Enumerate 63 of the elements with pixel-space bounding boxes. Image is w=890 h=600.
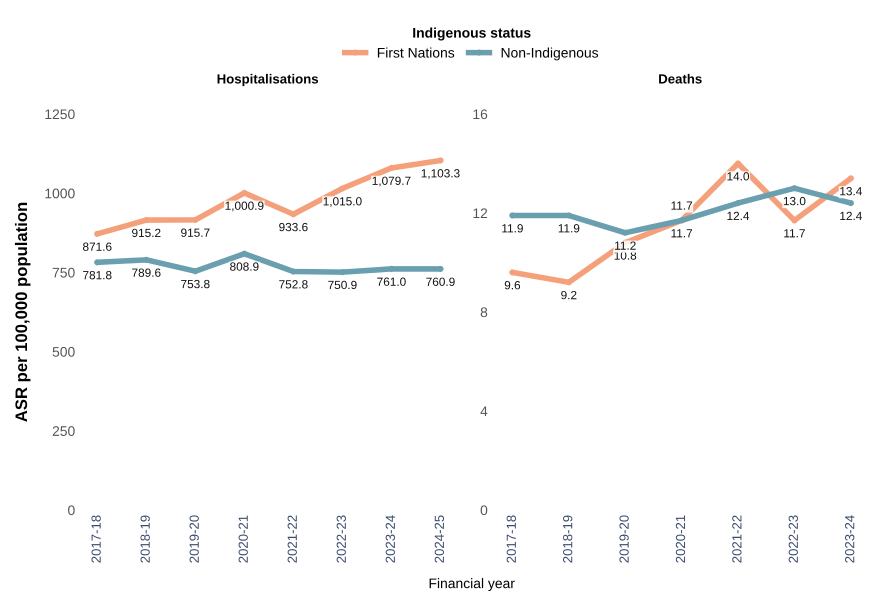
y-tick-label: 500 xyxy=(52,346,75,357)
x-tick-label: 2021-22 xyxy=(288,516,297,563)
legend-title: Indigenous status xyxy=(413,28,531,41)
data-label: 750.9 xyxy=(328,280,357,290)
legend-label: Non-Indigenous xyxy=(502,47,598,60)
data-label: 13.0 xyxy=(784,196,806,206)
x-tick-label: 2019-20 xyxy=(190,515,199,563)
data-label: 753.8 xyxy=(181,280,210,288)
data-label: 12.4 xyxy=(727,212,750,220)
y-tick-label: 0 xyxy=(480,505,488,516)
data-label: 1,000.9 xyxy=(226,202,264,212)
y-tick-label: 1250 xyxy=(45,109,75,120)
data-label: 11.9 xyxy=(558,224,580,232)
data-label: 933.6 xyxy=(279,222,308,232)
y-tick-label: 0 xyxy=(68,505,75,516)
y-axis-title: ASR per 100,000 population xyxy=(14,202,30,422)
data-label: 11.7 xyxy=(671,202,692,210)
data-label: 781.8 xyxy=(83,270,112,280)
data-label: 760.9 xyxy=(426,278,455,286)
y-tick-label: 250 xyxy=(52,426,75,436)
x-tick-label: 2023-24 xyxy=(386,515,395,563)
y-tick-label: 12 xyxy=(473,208,488,218)
data-label: 11.7 xyxy=(671,229,692,238)
x-tick-label: 2022-23 xyxy=(336,515,346,563)
legend-label: First Nations xyxy=(378,47,454,58)
data-label: 14.0 xyxy=(727,172,750,181)
x-tick-label: 2017-18 xyxy=(506,515,516,563)
data-label: 9.6 xyxy=(504,281,520,290)
data-label: 915.2 xyxy=(132,228,160,238)
x-axis-title: Financial year xyxy=(430,578,515,591)
data-label: 1,079.7 xyxy=(372,176,411,186)
data-label: 1,015.0 xyxy=(324,197,362,207)
data-label: 761.0 xyxy=(377,278,406,286)
y-tick-label: 1000 xyxy=(45,188,75,198)
data-label: 10.8 xyxy=(614,251,636,260)
data-label: 12.4 xyxy=(840,212,862,220)
data-label: 11.2 xyxy=(615,241,636,250)
x-tick-label: 2018-19 xyxy=(563,515,572,563)
y-tick-label: 4 xyxy=(480,406,488,416)
data-label: 11.7 xyxy=(784,229,805,238)
data-label: 789.6 xyxy=(132,268,161,277)
x-tick-label: 2020-21 xyxy=(238,516,248,563)
chart-title: Hospitalisations xyxy=(218,74,318,86)
data-label: 9.2 xyxy=(561,290,576,300)
data-label: 1,103.3 xyxy=(422,169,460,179)
x-tick-label: 2021-22 xyxy=(732,516,742,563)
x-tick-label: 2020-21 xyxy=(676,516,686,563)
x-tick-label: 2017-18 xyxy=(91,515,101,563)
y-tick-label: 8 xyxy=(480,307,488,318)
x-tick-label: 2018-19 xyxy=(140,515,150,563)
data-label: 871.6 xyxy=(83,242,112,251)
data-label: 915.7 xyxy=(181,228,210,237)
x-tick-label: 2023-24 xyxy=(845,515,854,563)
chart-title: Deaths xyxy=(659,74,702,84)
data-label: 13.4 xyxy=(840,186,862,196)
x-tick-label: 2024-25 xyxy=(434,515,444,563)
data-label: 808.9 xyxy=(230,262,259,271)
data-label: 752.8 xyxy=(279,280,308,289)
data-label: 11.9 xyxy=(502,224,523,232)
y-tick-label: 16 xyxy=(473,109,488,120)
y-tick-label: 750 xyxy=(52,268,75,278)
x-tick-label: 2019-20 xyxy=(619,515,629,563)
x-tick-label: 2022-23 xyxy=(788,515,798,563)
